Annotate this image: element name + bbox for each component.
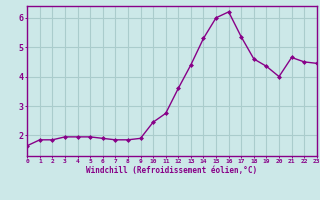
X-axis label: Windchill (Refroidissement éolien,°C): Windchill (Refroidissement éolien,°C) bbox=[86, 166, 258, 175]
